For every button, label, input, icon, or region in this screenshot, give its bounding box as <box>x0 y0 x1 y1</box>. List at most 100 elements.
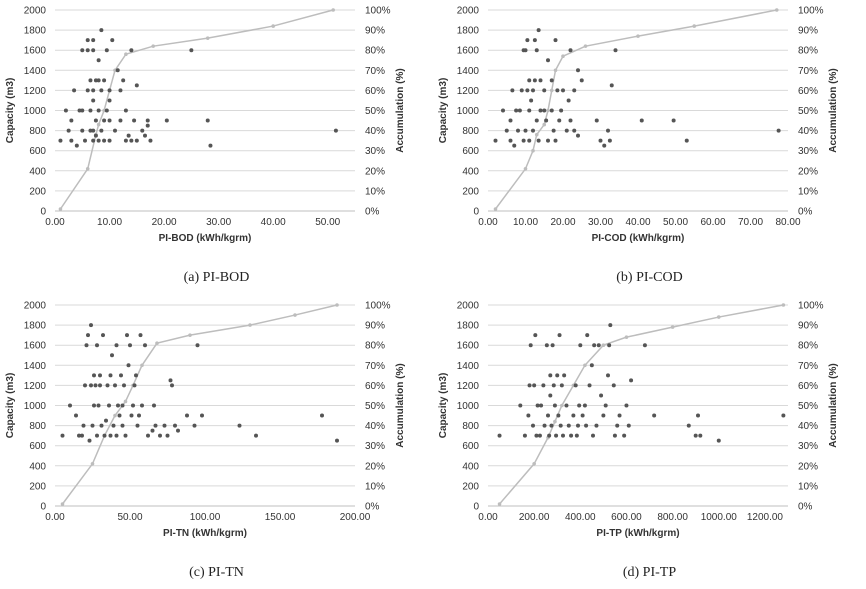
x-tick-label: 200.00 <box>519 512 550 523</box>
scatter-point <box>556 413 561 418</box>
y2-tick-label: 90% <box>365 26 385 37</box>
scatter-point <box>153 423 158 428</box>
y2-tick-label: 40% <box>365 126 385 137</box>
scatter-point <box>564 403 569 408</box>
y-tick-label: 400 <box>462 166 479 177</box>
scatter-point <box>541 383 546 388</box>
scatter-point <box>523 128 528 133</box>
x-tick-label: 50.00 <box>117 512 142 523</box>
y-tick-label: 2000 <box>457 301 480 312</box>
scatter-point <box>550 343 555 348</box>
scatter-point <box>80 128 85 133</box>
scatter-point <box>120 423 125 428</box>
y2-tick-label: 70% <box>365 361 385 372</box>
scatter-point <box>561 433 565 438</box>
y2-tick-label: 10% <box>365 481 385 492</box>
scatter-point <box>69 138 74 143</box>
y2-tick-label: 70% <box>798 66 818 77</box>
y-tick-label: 1800 <box>457 26 480 37</box>
y2-tick-label: 10% <box>365 186 385 197</box>
cumulative-point <box>781 303 786 307</box>
y2-tick-label: 0% <box>365 207 380 218</box>
scatter-point <box>98 373 102 378</box>
scatter-point <box>558 423 563 428</box>
scatter-point <box>624 403 629 408</box>
scatter-point <box>573 383 578 388</box>
scatter-point <box>83 383 87 388</box>
scatter-point <box>123 433 128 438</box>
scatter-point <box>87 438 92 443</box>
x-tick-label: 1200.00 <box>747 512 784 523</box>
scatter-point <box>629 378 634 383</box>
scatter-point <box>164 118 169 123</box>
y2-tick-label: 80% <box>798 46 818 57</box>
cumulative-point <box>560 403 564 408</box>
x-tick-label: 0.00 <box>478 217 498 228</box>
y2-tick-label: 20% <box>798 166 818 177</box>
cumulative-point <box>155 341 159 345</box>
x-tick-label: 0.00 <box>45 217 65 228</box>
scatter-point <box>525 38 530 43</box>
scatter-point <box>568 48 573 53</box>
y-tick-label: 1000 <box>457 106 480 117</box>
scatter-point <box>126 133 131 138</box>
scatter-point <box>544 118 549 123</box>
scatter-point <box>131 403 135 408</box>
scatter-point <box>104 418 108 423</box>
scatter-point <box>493 138 498 143</box>
chart-caption: (a) PI-BOD <box>183 270 250 285</box>
scatter-point <box>108 373 113 378</box>
y-tick-label: 0 <box>40 207 46 218</box>
scatter-point <box>173 423 177 428</box>
y-tick-label: 2000 <box>24 6 47 17</box>
scatter-point <box>555 88 560 93</box>
cumulative-point <box>271 24 275 28</box>
scatter-point <box>536 28 541 33</box>
scatter-point <box>608 323 613 328</box>
scatter-point <box>529 98 534 103</box>
scatter-point <box>528 343 533 348</box>
cumulative-point <box>96 122 101 127</box>
scatter-point <box>91 48 96 53</box>
y2-tick-label: 40% <box>365 421 385 432</box>
x-tick-label: 40.00 <box>261 217 286 228</box>
y2-tick-label: 30% <box>365 441 385 452</box>
scatter-point <box>594 423 599 428</box>
scatter-point <box>531 128 535 133</box>
scatter-point <box>508 118 513 123</box>
scatter-point <box>66 128 71 133</box>
scatter-point <box>119 373 123 378</box>
scatter-point <box>559 108 564 113</box>
y2-axis-title: Accumulation (%) <box>395 363 406 447</box>
scatter-point <box>598 138 603 143</box>
scatter-point <box>572 128 577 133</box>
scatter-point <box>115 68 120 73</box>
y2-tick-label: 20% <box>365 461 385 472</box>
y-tick-label: 1400 <box>24 66 47 77</box>
x-tick-label: 20.00 <box>152 217 177 228</box>
scatter-point <box>99 88 104 93</box>
scatter-point <box>96 138 101 143</box>
scatter-point <box>117 413 122 418</box>
scatter-point <box>91 138 96 143</box>
scatter-point <box>162 423 167 428</box>
scatter-point <box>83 138 87 143</box>
y-tick-label: 400 <box>462 461 479 472</box>
y-tick-label: 2000 <box>24 301 47 312</box>
scatter-point <box>617 413 622 418</box>
scatter-point <box>132 118 137 123</box>
y2-tick-label: 30% <box>798 146 818 157</box>
y2-tick-label: 70% <box>798 361 818 372</box>
scatter-point <box>91 98 96 103</box>
scatter-point <box>69 118 74 123</box>
scatter-point <box>622 433 627 438</box>
scatter-point <box>698 433 703 438</box>
chart-caption: (d) PI-TP <box>622 565 677 580</box>
scatter-point <box>596 343 601 348</box>
cumulative-point <box>670 325 675 329</box>
scatter-point <box>532 78 537 83</box>
scatter-point <box>542 108 547 113</box>
scatter-point <box>110 353 114 358</box>
scatter-point <box>146 433 150 438</box>
scatter-point <box>508 138 513 143</box>
